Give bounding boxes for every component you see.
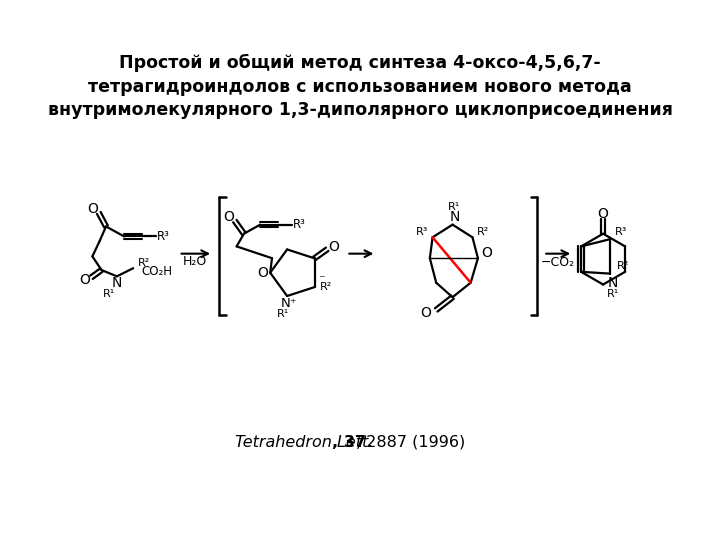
Text: R²: R² [617,261,629,272]
Text: R³: R³ [157,230,170,243]
Text: , 2887 (1996): , 2887 (1996) [356,435,466,450]
Text: O: O [420,306,431,320]
Text: R¹: R¹ [607,288,619,299]
Text: O: O [598,207,608,221]
Text: R²: R² [477,227,490,237]
Text: N: N [112,276,122,289]
Text: ⁻: ⁻ [318,273,325,286]
Text: R²: R² [320,282,333,292]
Text: R¹: R¹ [103,288,115,299]
Text: R²: R² [138,258,150,268]
Text: R¹: R¹ [276,309,289,319]
Text: R³: R³ [293,218,306,231]
Text: O: O [328,240,339,254]
Text: O: O [258,266,269,280]
Text: R³: R³ [415,227,428,237]
Text: O: O [223,211,234,225]
Text: R¹: R¹ [449,201,461,212]
Text: CO₂H: CO₂H [141,265,172,278]
Text: O: O [80,273,91,287]
Text: Tetrahedron Lett.: Tetrahedron Lett. [235,435,373,450]
Text: , 37: , 37 [332,435,366,450]
Text: Простой и общий метод синтеза 4-оксо-4,5,6,7-
тетрагидроиндолов с использованием: Простой и общий метод синтеза 4-оксо-4,5… [48,54,672,119]
Text: O: O [482,246,492,260]
Text: N⁺: N⁺ [281,297,297,310]
Text: N: N [449,211,459,225]
Text: O: O [87,202,98,216]
Text: R³: R³ [615,227,627,237]
Text: −CO₂: −CO₂ [541,256,575,269]
Text: H₂O: H₂O [183,255,207,268]
Text: N: N [608,276,618,289]
